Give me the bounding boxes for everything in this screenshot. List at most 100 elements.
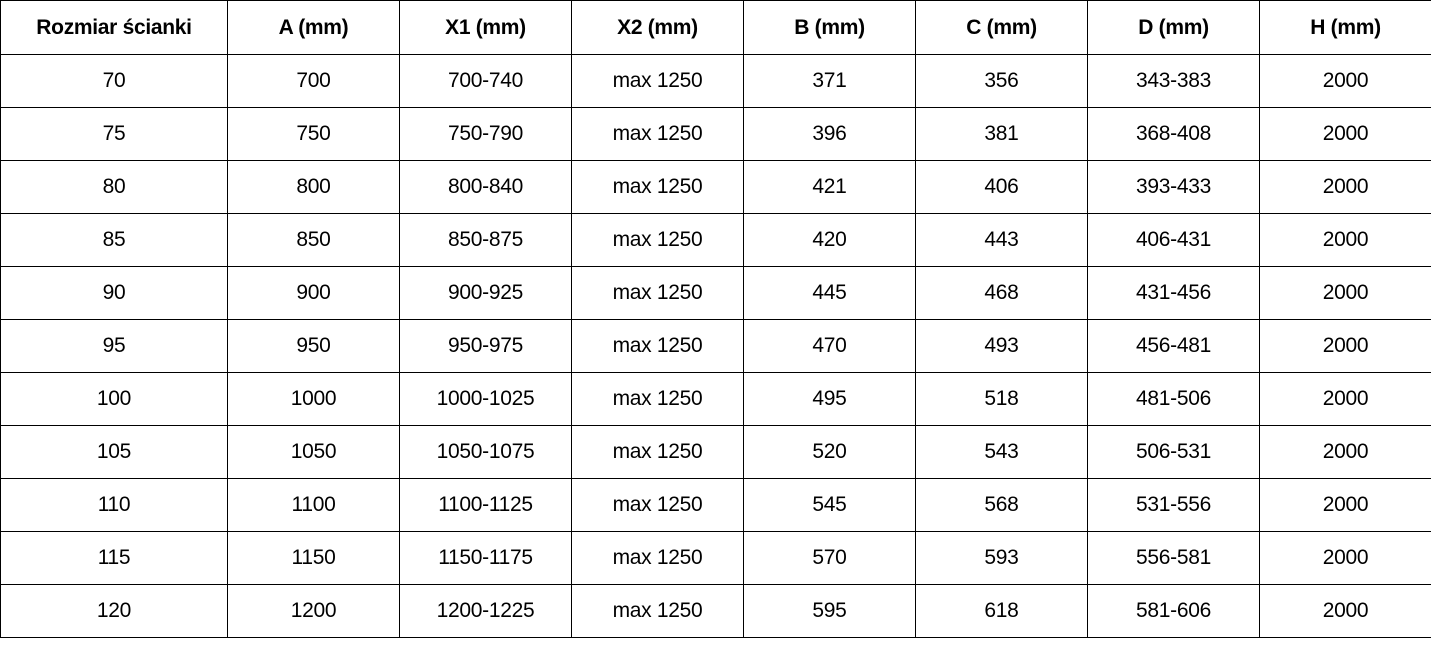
table-cell: 570 [743, 531, 916, 585]
table-cell: 371 [743, 54, 916, 108]
table-cell: 1050-1075 [399, 425, 572, 479]
table-row: 115 1150 1150-1175 max 1250 570 593 556-581 200… [0, 531, 1431, 585]
table-cell: 2000 [1259, 584, 1431, 638]
table-cell: 1200 [227, 584, 400, 638]
table-cell: 593 [915, 531, 1088, 585]
table-cell: 396 [743, 107, 916, 161]
table-cell: 2000 [1259, 372, 1431, 426]
table-cell: 495 [743, 372, 916, 426]
table-cell: 700-740 [399, 54, 572, 108]
table-cell: 2000 [1259, 319, 1431, 373]
table-cell: 75 [0, 107, 228, 161]
table-cell: 368-408 [1087, 107, 1260, 161]
column-header: C (mm) [915, 0, 1088, 55]
table-cell: 356 [915, 54, 1088, 108]
table-cell: max 1250 [571, 531, 744, 585]
table-cell: max 1250 [571, 478, 744, 532]
table-cell: max 1250 [571, 107, 744, 161]
table-cell: max 1250 [571, 160, 744, 214]
table-cell: 95 [0, 319, 228, 373]
table-cell: max 1250 [571, 213, 744, 267]
table-cell: 700 [227, 54, 400, 108]
table-cell: 950 [227, 319, 400, 373]
table-cell: 518 [915, 372, 1088, 426]
table-cell: 2000 [1259, 54, 1431, 108]
table-cell: max 1250 [571, 54, 744, 108]
table-cell: 568 [915, 478, 1088, 532]
column-header: D (mm) [1087, 0, 1260, 55]
table-row: 90 900 900-925 max 1250 445 468 431-456 2000 [0, 266, 1431, 320]
table-row: 75 750 750-790 max 1250 396 381 368-408 2000 [0, 107, 1431, 161]
column-header: X1 (mm) [399, 0, 572, 55]
table-cell: 1050 [227, 425, 400, 479]
table-cell: 850-875 [399, 213, 572, 267]
table-row: 70 700 700-740 max 1250 371 356 343-383 2000 [0, 54, 1431, 108]
table-cell: 481-506 [1087, 372, 1260, 426]
table-row: 100 1000 1000-1025 max 1250 495 518 481-506 200… [0, 372, 1431, 426]
table-cell: 618 [915, 584, 1088, 638]
column-header: B (mm) [743, 0, 916, 55]
table-row: 110 1100 1100-1125 max 1250 545 568 531-556 200… [0, 478, 1431, 532]
table-cell: max 1250 [571, 319, 744, 373]
table-cell: 545 [743, 478, 916, 532]
table-cell: max 1250 [571, 266, 744, 320]
table-cell: 900 [227, 266, 400, 320]
table-cell: max 1250 [571, 584, 744, 638]
table-cell: 1150-1175 [399, 531, 572, 585]
table-cell: 800-840 [399, 160, 572, 214]
table-cell: 456-481 [1087, 319, 1260, 373]
table-cell: 431-456 [1087, 266, 1260, 320]
table-cell: 595 [743, 584, 916, 638]
table-cell: 543 [915, 425, 1088, 479]
table-cell: 2000 [1259, 160, 1431, 214]
table-cell: 1150 [227, 531, 400, 585]
table-cell: 1000 [227, 372, 400, 426]
table-cell: 1000-1025 [399, 372, 572, 426]
table-cell: 1100 [227, 478, 400, 532]
table-row: 85 850 850-875 max 1250 420 443 406-431 2000 [0, 213, 1431, 267]
table-cell: 445 [743, 266, 916, 320]
table-cell: 90 [0, 266, 228, 320]
table-cell: 468 [915, 266, 1088, 320]
table-cell: 900-925 [399, 266, 572, 320]
table-cell: 581-606 [1087, 584, 1260, 638]
table-cell: 1100-1125 [399, 478, 572, 532]
table-cell: 1200-1225 [399, 584, 572, 638]
table-cell: 800 [227, 160, 400, 214]
table-cell: 120 [0, 584, 228, 638]
table-row: 80 800 800-840 max 1250 421 406 393-433 2000 [0, 160, 1431, 214]
column-header: Rozmiar ścianki [0, 0, 228, 55]
table-cell: max 1250 [571, 425, 744, 479]
table-cell: 850 [227, 213, 400, 267]
table-cell: 2000 [1259, 266, 1431, 320]
table-cell: 70 [0, 54, 228, 108]
table-cell: 2000 [1259, 107, 1431, 161]
table-cell: 443 [915, 213, 1088, 267]
table-cell: 950-975 [399, 319, 572, 373]
table-cell: 420 [743, 213, 916, 267]
table-cell: 393-433 [1087, 160, 1260, 214]
table-cell: 470 [743, 319, 916, 373]
table-cell: 2000 [1259, 213, 1431, 267]
column-header: H (mm) [1259, 0, 1431, 55]
table-cell: 115 [0, 531, 228, 585]
table-cell: 100 [0, 372, 228, 426]
table-row: 105 1050 1050-1075 max 1250 520 543 506-531 200… [0, 425, 1431, 479]
table-cell: 750-790 [399, 107, 572, 161]
table-cell: 343-383 [1087, 54, 1260, 108]
column-header: A (mm) [227, 0, 400, 55]
table-cell: 406-431 [1087, 213, 1260, 267]
table-row: 95 950 950-975 max 1250 470 493 456-481 2000 [0, 319, 1431, 373]
table-cell: 2000 [1259, 531, 1431, 585]
column-header: X2 (mm) [571, 0, 744, 55]
table-body: 70 700 700-740 max 1250 371 356 343-383 2000 75 7… [0, 54, 1431, 638]
table-cell: 493 [915, 319, 1088, 373]
table-cell: 556-581 [1087, 531, 1260, 585]
table-cell: 85 [0, 213, 228, 267]
table-cell: 406 [915, 160, 1088, 214]
table-header: Rozmiar ścianki A (mm) X1 (mm) X2 (mm) B (mm… [0, 0, 1431, 55]
table-row: 120 1200 1200-1225 max 1250 595 618 581-606 200… [0, 584, 1431, 638]
table-cell: 2000 [1259, 425, 1431, 479]
table-cell: 110 [0, 478, 228, 532]
